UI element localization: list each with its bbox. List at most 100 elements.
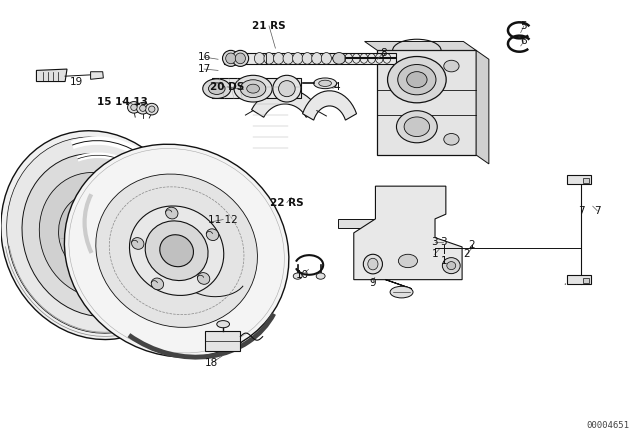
Text: 7: 7 [594,206,600,215]
Ellipse shape [203,79,231,99]
Ellipse shape [444,60,459,72]
Ellipse shape [397,65,436,95]
Ellipse shape [442,258,460,274]
Ellipse shape [292,52,303,64]
Polygon shape [354,186,462,280]
Ellipse shape [217,321,230,328]
Polygon shape [36,69,67,82]
Ellipse shape [390,286,413,298]
Ellipse shape [278,81,295,97]
Ellipse shape [76,212,118,258]
Text: 5: 5 [520,21,527,31]
Ellipse shape [396,111,437,143]
Ellipse shape [1,131,193,340]
Text: 2: 2 [463,249,470,259]
Polygon shape [476,50,489,164]
Text: 21 RS: 21 RS [252,21,286,31]
Ellipse shape [314,78,337,89]
Ellipse shape [246,84,259,93]
Text: 20 DS: 20 DS [211,82,244,92]
Ellipse shape [129,206,224,295]
Ellipse shape [388,56,446,103]
Ellipse shape [6,137,188,333]
Ellipse shape [302,52,312,64]
Polygon shape [205,331,241,351]
Ellipse shape [364,254,383,274]
Ellipse shape [206,229,219,241]
Ellipse shape [127,102,140,113]
Ellipse shape [333,52,346,64]
Text: 2: 2 [468,241,475,250]
Ellipse shape [160,235,193,267]
Polygon shape [252,89,318,117]
Ellipse shape [166,207,178,219]
Ellipse shape [234,75,272,102]
Polygon shape [378,50,476,155]
Text: 19: 19 [70,77,83,86]
Ellipse shape [273,75,301,102]
Ellipse shape [319,80,332,86]
Ellipse shape [293,273,302,279]
Ellipse shape [96,174,257,327]
Ellipse shape [368,258,378,270]
Ellipse shape [241,80,266,98]
Text: 3: 3 [431,237,438,247]
Ellipse shape [264,52,274,64]
Polygon shape [338,219,376,228]
Ellipse shape [198,272,210,284]
Text: 11 12: 11 12 [208,215,238,224]
Text: 00004651: 00004651 [586,421,629,430]
Ellipse shape [136,103,149,114]
Ellipse shape [283,52,293,64]
Polygon shape [582,278,589,283]
Ellipse shape [447,262,456,270]
Ellipse shape [151,278,164,290]
Text: 10: 10 [296,270,308,280]
Ellipse shape [226,53,236,64]
Text: 17: 17 [197,64,211,74]
Ellipse shape [209,83,225,95]
Ellipse shape [22,154,172,317]
Ellipse shape [406,72,427,88]
Ellipse shape [140,105,146,112]
Text: 22 RS: 22 RS [270,198,303,207]
Polygon shape [91,72,103,79]
Polygon shape [567,275,591,284]
Ellipse shape [254,52,264,64]
Ellipse shape [312,52,322,64]
Circle shape [398,254,417,267]
Polygon shape [303,91,356,120]
Ellipse shape [232,50,248,66]
Text: 16: 16 [197,52,211,62]
Ellipse shape [321,52,332,64]
Polygon shape [212,78,301,99]
Polygon shape [365,42,476,50]
Text: 1: 1 [441,256,447,266]
Polygon shape [225,53,396,64]
Ellipse shape [444,134,459,145]
Ellipse shape [132,237,144,250]
Ellipse shape [58,194,136,277]
Ellipse shape [404,117,429,137]
Text: 8: 8 [380,47,387,58]
Ellipse shape [316,273,325,279]
Text: 1: 1 [431,249,438,259]
Ellipse shape [145,103,158,115]
Text: 9: 9 [369,278,376,288]
Text: 6: 6 [520,36,527,47]
Text: 4: 4 [334,82,340,92]
Ellipse shape [131,104,137,111]
Ellipse shape [148,106,155,112]
Text: 3: 3 [440,237,446,247]
Ellipse shape [145,221,208,280]
Ellipse shape [273,52,284,64]
Ellipse shape [236,53,246,64]
Text: 15 14 13: 15 14 13 [97,97,148,107]
Ellipse shape [39,172,155,298]
Ellipse shape [65,144,289,357]
Text: 18: 18 [205,358,218,368]
Text: 7: 7 [578,206,584,215]
Polygon shape [582,178,589,183]
Polygon shape [567,175,591,184]
Ellipse shape [223,50,239,66]
